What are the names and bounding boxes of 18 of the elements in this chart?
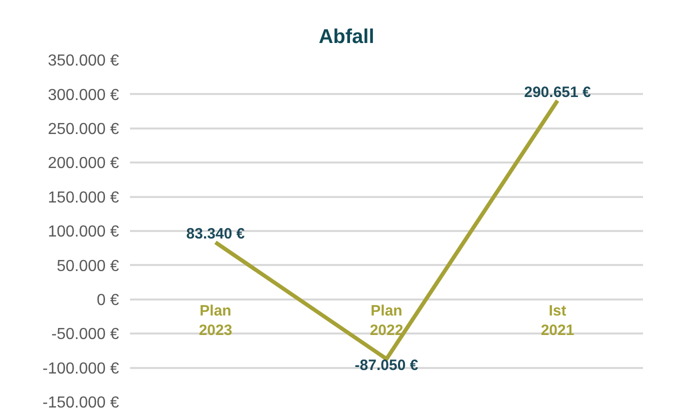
data-label: -87.050 € [354, 357, 419, 374]
y-tick-label: 0 € [96, 292, 120, 309]
y-tick-label: -50.000 € [51, 326, 120, 344]
x-tick-label: Plan 2022 [370, 302, 404, 339]
y-tick-label: 300.000 € [48, 86, 120, 104]
x-tick-label: Plan 2023 [198, 302, 232, 339]
chart-title: Abfall [318, 26, 374, 48]
data-label: 83.340 € [186, 226, 246, 243]
y-tick-label: 50.000 € [56, 258, 120, 275]
y-tick-label: -150.000 € [42, 394, 120, 412]
y-tick-label: 250.000 € [48, 121, 120, 138]
y-tick-label: -100.000 € [42, 360, 120, 378]
x-tick-label: Ist 2021 [540, 302, 574, 339]
y-tick-label: 200.000 € [48, 155, 120, 172]
y-tick-label: 350.000 € [48, 52, 120, 70]
y-tick-label: 150.000 € [48, 189, 120, 206]
y-tick-label: 100.000 € [48, 224, 120, 241]
data-label: 290.651 € [524, 84, 592, 101]
